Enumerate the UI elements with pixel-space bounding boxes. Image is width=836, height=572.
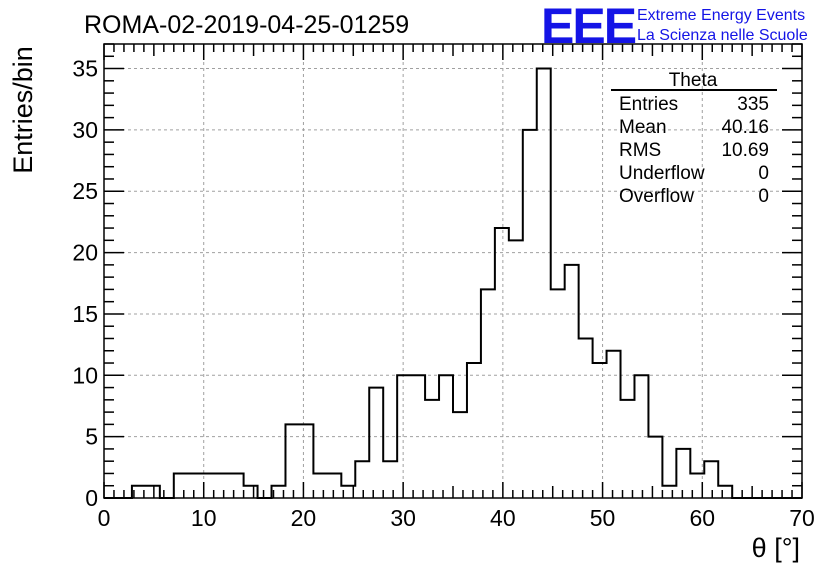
stats-value: 0 [758,186,769,207]
grid [104,44,802,498]
y-tick-label: 10 [72,362,98,388]
y-tick-label: 15 [72,301,98,327]
x-axis-title: θ [°] [752,533,800,563]
y-tick-labels: 0 5 10 15 20 25 30 35 [72,56,98,511]
stats-rows: Entries 335 Mean 40.16 RMS 10.69 Underflow 0 Ove… [619,94,769,207]
chart-title: ROMA-02-2019-04-25-01259 [84,11,409,39]
y-tick-label: 5 [85,424,98,450]
stats-box: Theta Entries 335 Mean 40.16 RMS 10.69 Underfl… [611,70,777,207]
x-tick-label: 40 [490,505,516,531]
stats-label: Entries [619,94,678,115]
x-tick-label: 10 [191,505,217,531]
x-tick-label: 0 [98,505,111,531]
stats-box-title: Theta [669,70,718,91]
logo-mark: EEE [541,0,636,54]
logo-line-1: Extreme Energy Events [637,7,805,24]
logo-line-2: La Scienza nelle Scuole [637,27,808,44]
plot-frame [103,43,803,499]
x-tick-label: 50 [590,505,616,531]
x-tick-labels: 0 10 20 30 40 50 60 70 [98,505,815,531]
stats-value: 335 [737,94,769,115]
stats-label: Overflow [619,186,694,207]
y-tick-label: 30 [72,117,98,143]
y-axis-title: Entries/bin [8,46,38,174]
y-tick-label: 20 [72,240,98,266]
stats-label: RMS [619,140,661,161]
x-tick-label: 30 [390,505,416,531]
stats-value: 10.69 [721,140,769,161]
x-tick-label: 60 [689,505,715,531]
logo: EEE Extreme Energy Events La Scienza nel… [541,0,808,54]
y-tick-label: 35 [72,56,98,82]
axis-ticks [103,43,803,499]
x-tick-label: 70 [789,505,815,531]
stats-label: Underflow [619,163,705,184]
stats-label: Mean [619,117,667,138]
y-tick-label: 25 [72,178,98,204]
stats-value: 40.16 [721,117,769,138]
histogram-line [104,67,802,499]
x-tick-label: 20 [291,505,317,531]
stats-value: 0 [758,163,769,184]
y-tick-label: 0 [85,485,98,511]
